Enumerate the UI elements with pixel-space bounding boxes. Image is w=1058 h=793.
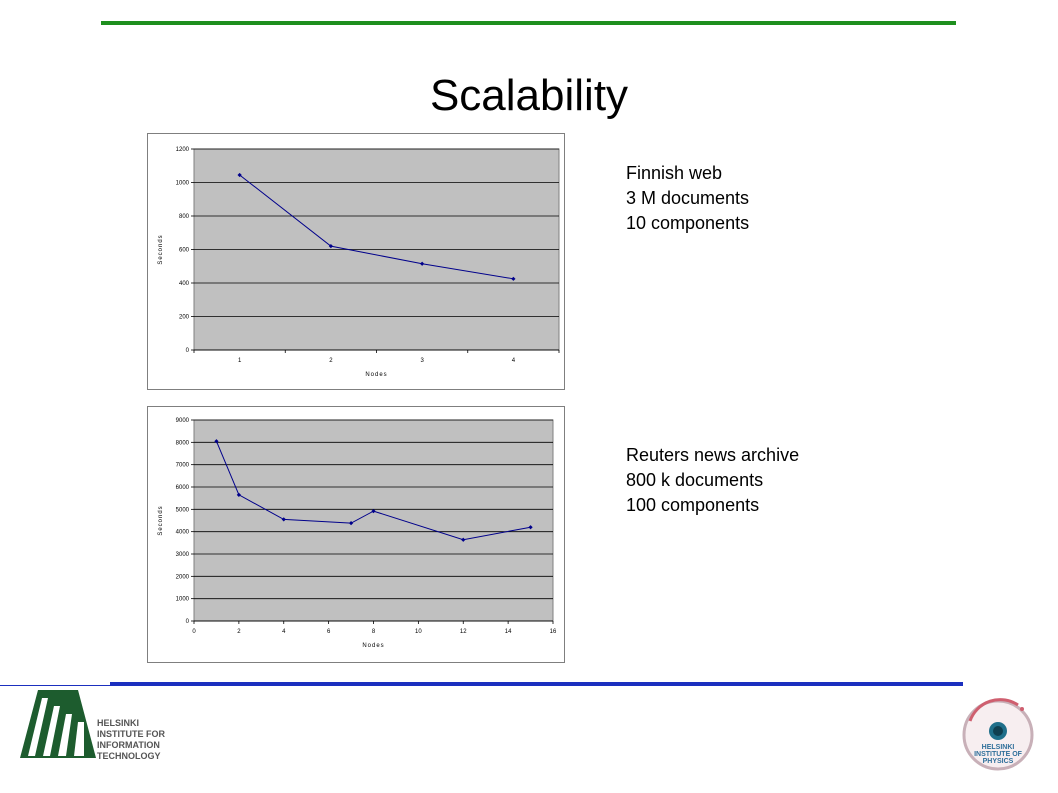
x-tick-label: 16 (550, 629, 557, 635)
caption-line: 100 components (626, 495, 760, 515)
hiit-logo-text: TECHNOLOGY (97, 751, 161, 761)
caption-line: 10 components (626, 213, 750, 233)
caption-line: Reuters news archive (626, 445, 800, 465)
hip-logo-text: HELSINKI (982, 744, 1015, 751)
x-axis-label: Nodes (362, 643, 384, 649)
x-tick-label: 0 (192, 629, 196, 635)
y-tick-label: 600 (179, 248, 190, 254)
data-point (281, 517, 286, 522)
hiit-logo: HELSINKI INSTITUTE FOR INFORMATION TECHN… (20, 690, 165, 761)
y-tick-label: 400 (179, 281, 190, 287)
bottom-rule-left (0, 685, 110, 686)
y-axis-label: Seconds (158, 505, 164, 535)
y-tick-label: 200 (179, 315, 190, 321)
slide-title: Scalability (429, 71, 629, 120)
y-tick-label: 6000 (176, 485, 190, 491)
y-tick-label: 9000 (176, 418, 190, 424)
x-tick-label: 12 (460, 629, 467, 635)
hiit-logo-text: HELSINKI (97, 718, 139, 728)
y-tick-label: 800 (179, 214, 190, 220)
x-tick-label: 10 (415, 629, 422, 635)
hip-logo: HELSINKI INSTITUTE OF PHYSICS (962, 698, 1034, 771)
x-tick-label: 2 (237, 629, 241, 635)
bottom-rule (110, 682, 963, 686)
plot-area (193, 419, 554, 622)
hiit-logo-text: INFORMATION (97, 740, 160, 750)
y-tick-label: 3000 (176, 552, 190, 558)
chart-nodes-reuters: 0 1000 2000 3000 4000 5000 6000 7000 8000 9000 0 2 4… (147, 406, 565, 663)
y-tick-label: 0 (186, 348, 190, 354)
y-axis-label: Seconds (158, 234, 164, 264)
hip-logo-text: INSTITUTE OF (974, 751, 1023, 758)
top-rule (101, 21, 956, 25)
chart-nodes-finnish-web: 0 200 400 600 800 1000 1200 1 2 3 4 Nodes Seconds (147, 133, 565, 390)
caption-reuters: Reuters news archive 800 k documents 100… (626, 443, 799, 518)
caption-line: 3 M documents (626, 188, 750, 208)
data-point (214, 439, 219, 444)
x-axis-label: Nodes (365, 372, 387, 378)
x-tick-label: 6 (327, 629, 331, 635)
hiit-logo-text: INSTITUTE FOR (97, 729, 165, 739)
y-tick-label: 8000 (176, 440, 190, 446)
data-point (237, 172, 242, 178)
x-tick-label: 4 (282, 629, 286, 635)
y-tick-label: 2000 (176, 574, 190, 580)
x-tick-label: 2 (329, 358, 333, 364)
hip-logo-text: PHYSICS (983, 758, 1014, 765)
x-tick-label: 3 (420, 358, 424, 364)
y-tick-label: 1000 (176, 597, 190, 603)
x-tick-label: 8 (372, 629, 376, 635)
y-tick-label: 1000 (176, 181, 190, 187)
y-tick-label: 0 (186, 619, 190, 625)
caption-line: Finnish web (626, 163, 723, 183)
y-tick-label: 4000 (176, 530, 190, 536)
chart-svg-1: 0 200 400 600 800 1000 1200 1 2 3 4 Nodes Seconds (158, 147, 560, 378)
x-tick-label: 14 (505, 629, 512, 635)
series-line (239, 174, 514, 280)
caption-line: 800 k documents (626, 470, 764, 490)
data-point (236, 492, 241, 497)
x-tick-label: 4 (512, 358, 516, 364)
y-tick-label: 1200 (176, 147, 190, 153)
y-tick-label: 5000 (176, 507, 190, 513)
y-tick-label: 7000 (176, 463, 190, 469)
x-tick-label: 1 (238, 358, 242, 364)
data-point (420, 261, 425, 266)
caption-finnish-web: Finnish web 3 M documents 10 components (626, 161, 749, 236)
chart-svg-2: 0 1000 2000 3000 4000 5000 6000 7000 8000 9000 0 2 4… (158, 418, 557, 649)
